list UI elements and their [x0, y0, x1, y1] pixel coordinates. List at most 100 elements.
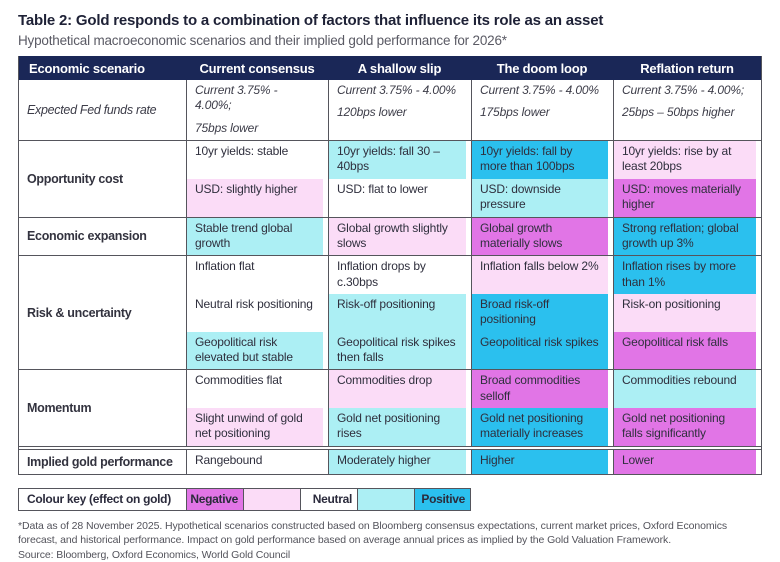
cell-block: Slight unwind of gold net positioning	[187, 408, 323, 446]
cell-block: Inflation rises by more than 1%	[614, 256, 756, 294]
cell-text: Geopolitical risk falls	[622, 334, 728, 349]
scenario-cell-the-doom-loop: Inflation falls below 2%	[471, 256, 613, 294]
column-header-reflation-return: Reflation return	[640, 60, 734, 76]
cell-block: 10yr yields: stable	[187, 141, 323, 179]
table-title: Table 2: Gold responds to a combination …	[18, 12, 604, 29]
scenario-cell-current-consensus: 10yr yields: stable	[186, 141, 328, 179]
cell-text: Higher	[480, 452, 515, 467]
cell-text: USD: flat to lower	[337, 181, 428, 196]
scenario-cell-reflation-return: Commodities rebound	[613, 370, 761, 409]
scenario-cell-current-consensus: Commodities flat	[186, 370, 328, 409]
cell-text: Current 3.75% - 4.00%;	[195, 83, 278, 113]
cell-block: Geopolitical risk elevated but stable	[187, 331, 323, 370]
cell-text: Current 3.75% - 4.00%	[480, 83, 599, 97]
cell-text: Current 3.75% - 4.00%;	[622, 83, 745, 97]
scenario-cell-a-shallow-slip: Moderately higher	[328, 449, 471, 474]
cell-block: USD: flat to lower	[329, 179, 466, 217]
scenario-cell-the-doom-loop: 10yr yields: fall by more than 100bps	[471, 141, 613, 179]
cell-block: Inflation falls below 2%	[472, 256, 608, 294]
footnote-source: Source: Bloomberg, Oxford Economics, Wor…	[18, 548, 291, 561]
double-rule	[19, 445, 761, 449]
scenario-cell-current-consensus: Current 3.75% - 4.00%; 75bps lower	[186, 80, 328, 141]
scenario-cell-the-doom-loop: Gold net positioning materially increase…	[471, 408, 613, 446]
row-group-risk-uncertainty: Risk & uncertainty Inflation flat Inflatio…	[19, 255, 761, 370]
cell-text: Global growth materially slows	[480, 220, 563, 250]
cell-text: 175bps lower	[480, 105, 550, 120]
cell-text: USD: downside pressure	[480, 181, 561, 212]
cell-block: Inflation flat	[187, 256, 323, 294]
cell-block: USD: moves materially higher	[614, 178, 756, 217]
cell-block: Geopolitical risk spikes then falls	[329, 331, 466, 370]
cell-block: Current 3.75% - 4.00% 175bps lower	[472, 80, 608, 140]
cell-text: Geopolitical risk spikes	[480, 334, 599, 349]
colour-key-mild-positive-swatch	[357, 488, 414, 510]
cell-block: Inflation drops by c.30bps	[329, 256, 466, 294]
cell-text: Broad commodities selloff	[480, 373, 581, 403]
cell-block: 10yr yields: rise by at least 20bps	[614, 141, 756, 179]
scenario-cell-a-shallow-slip: Inflation drops by c.30bps	[328, 256, 471, 294]
cell-block: Commodities rebound	[614, 370, 756, 409]
table-header-row: Economic scenario Current consensus A shal…	[19, 56, 761, 80]
cell-block: Current 3.75% - 4.00%; 75bps lower	[187, 80, 323, 140]
cell-block: Commodities flat	[187, 370, 323, 408]
colour-key-positive: Positive	[414, 488, 470, 510]
colour-key-negative: Negative	[186, 488, 243, 510]
scenario-cell-a-shallow-slip: USD: flat to lower	[328, 178, 471, 217]
cell-block: Broad risk-off positioning	[472, 293, 608, 332]
cell-block: 10yr yields: fall by more than 100bps	[472, 141, 608, 179]
scenario-cell-a-shallow-slip: Risk-off positioning	[328, 293, 471, 332]
scenario-cell-reflation-return: Lower	[613, 449, 761, 474]
cell-block: Moderately higher	[329, 449, 466, 474]
table-subtitle: Hypothetical macroeconomic scenarios and…	[18, 33, 507, 48]
cell-text: Moderately higher	[337, 452, 431, 467]
cell-text: Rangebound	[195, 452, 263, 467]
scenario-cell-a-shallow-slip: Commodities drop	[328, 370, 471, 409]
scenario-cell-current-consensus: Slight unwind of gold net positioning	[186, 408, 328, 446]
scenario-cell-reflation-return: Inflation rises by more than 1%	[613, 256, 761, 294]
row-group-economic-expansion: Economic expansion Stable trend global gr…	[19, 216, 761, 256]
scenario-cell-reflation-return: Strong reflation; global growth up 3%	[613, 217, 761, 256]
cell-block: USD: slightly higher	[187, 178, 323, 217]
cell-text: Inflation flat	[195, 259, 255, 274]
cell-text: Slight unwind of gold net positioning	[195, 411, 303, 441]
scenario-cell-current-consensus: Inflation flat	[186, 256, 328, 294]
scenario-cell-a-shallow-slip: Current 3.75% - 4.00% 120bps lower	[328, 80, 471, 141]
footnote-data-note: *Data as of 28 November 2025. Hypothetic…	[18, 519, 728, 547]
row-label-implied-gold-performance: Implied gold performance	[27, 454, 173, 469]
cell-block: Stable trend global growth	[187, 217, 323, 256]
cell-block: Current 3.75% - 4.00%; 25bps – 50bps high…	[614, 80, 756, 140]
scenario-cell-reflation-return: 10yr yields: rise by at least 20bps	[613, 141, 761, 179]
row-group-momentum: Momentum Commodities flat Commodities drop…	[19, 369, 761, 446]
row-group-expected-fed-funds-rate: Expected Fed funds rate Current 3.75% - 4…	[19, 80, 761, 141]
row-label-expected-fed-funds-rate: Expected Fed funds rate	[27, 103, 157, 118]
cell-text: Inflation drops by c.30bps	[337, 259, 426, 289]
cell-block: Gold net positioning materially increase…	[472, 408, 608, 446]
cell-block: Geopolitical risk spikes	[472, 331, 608, 370]
scenario-cell-a-shallow-slip: Geopolitical risk spikes then falls	[328, 331, 471, 370]
scenario-cell-the-doom-loop: Current 3.75% - 4.00% 175bps lower	[471, 80, 613, 141]
cell-block: Gold net positioning rises	[329, 408, 466, 446]
row-label-risk-uncertainty: Risk & uncertainty	[27, 305, 132, 320]
scenario-table: Economic scenario Current consensus A shal…	[18, 56, 762, 475]
cell-text: Lower	[622, 452, 654, 467]
cell-text: Stable trend global growth	[195, 220, 293, 250]
scenario-cell-current-consensus: USD: slightly higher	[186, 178, 328, 217]
cell-block: Higher	[472, 449, 608, 474]
cell-block: Risk-on positioning	[614, 293, 756, 332]
cell-block: Broad commodities selloff	[472, 370, 608, 409]
column-header-economic-scenario: Economic scenario	[29, 60, 145, 76]
cell-text: USD: moves materially higher	[622, 181, 741, 212]
scenario-cell-a-shallow-slip: Global growth slightly slows	[328, 217, 471, 256]
colour-key-label: Colour key (effect on gold)	[27, 492, 171, 507]
cell-text: Global growth slightly slows	[337, 220, 448, 250]
cell-text: Strong reflation; global growth up 3%	[622, 220, 739, 250]
cell-block: Lower	[614, 449, 756, 474]
cell-text: Commodities drop	[337, 373, 432, 388]
cell-text: Gold net positioning materially increase…	[480, 411, 584, 441]
scenario-cell-the-doom-loop: USD: downside pressure	[471, 178, 613, 217]
colour-key: Colour key (effect on gold) Negative Neutr…	[18, 487, 471, 511]
column-header-a-shallow-slip: A shallow slip	[357, 60, 442, 76]
scenario-cell-reflation-return: Risk-on positioning	[613, 293, 761, 332]
cell-text: 25bps – 50bps higher	[622, 105, 735, 120]
